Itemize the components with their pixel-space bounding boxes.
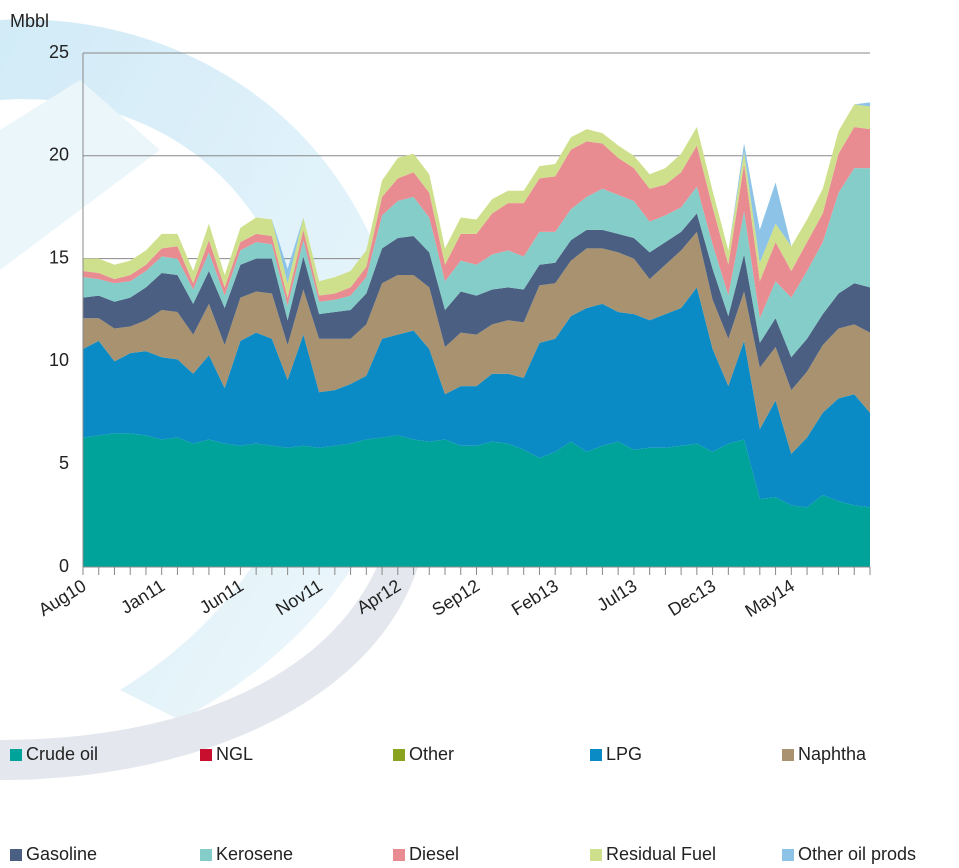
x-tick-label: Dec13 [665, 575, 720, 620]
legend-swatch [200, 849, 212, 861]
y-tick-label: 5 [59, 453, 69, 473]
legend-swatch [393, 749, 405, 761]
y-tick-label: 0 [59, 556, 69, 576]
x-tick-label: May14 [742, 575, 798, 621]
legend-label: Crude oil [26, 744, 98, 764]
legend-label: Gasoline [26, 844, 97, 864]
area [83, 433, 870, 567]
legend-label: Other [409, 744, 454, 764]
y-axis-title: Mbbl [10, 11, 49, 31]
legend-swatch [10, 749, 22, 761]
y-tick-label: 20 [49, 145, 69, 165]
legend-swatch [782, 749, 794, 761]
legend-label: Residual Fuel [606, 844, 716, 864]
y-tick-label: 10 [49, 350, 69, 370]
area [83, 213, 870, 391]
x-tick-label: Jan11 [117, 575, 168, 617]
legend-swatch [393, 849, 405, 861]
x-tick-label: Sep12 [428, 575, 483, 620]
legend-swatch [200, 749, 212, 761]
legend-label: NGL [216, 744, 253, 764]
legend-label: Diesel [409, 844, 459, 864]
area [83, 168, 870, 358]
legend-swatch [782, 849, 794, 861]
legend-label: LPG [606, 744, 642, 764]
legend-swatch [590, 749, 602, 761]
area [83, 127, 870, 319]
legend-label: Naphtha [798, 744, 867, 764]
area [83, 231, 870, 454]
legend-label: Kerosene [216, 844, 293, 864]
x-tick-label: Aug10 [35, 575, 90, 620]
y-tick-label: 25 [49, 42, 69, 62]
legend-label: Other oil prods [798, 844, 916, 864]
y-tick-label: 15 [49, 247, 69, 267]
area [83, 104, 870, 298]
x-tick-label: Jul13 [593, 575, 640, 615]
legend-swatch [10, 849, 22, 861]
area [83, 287, 870, 508]
legend-swatch [590, 849, 602, 861]
x-tick-label: Feb13 [508, 575, 562, 619]
